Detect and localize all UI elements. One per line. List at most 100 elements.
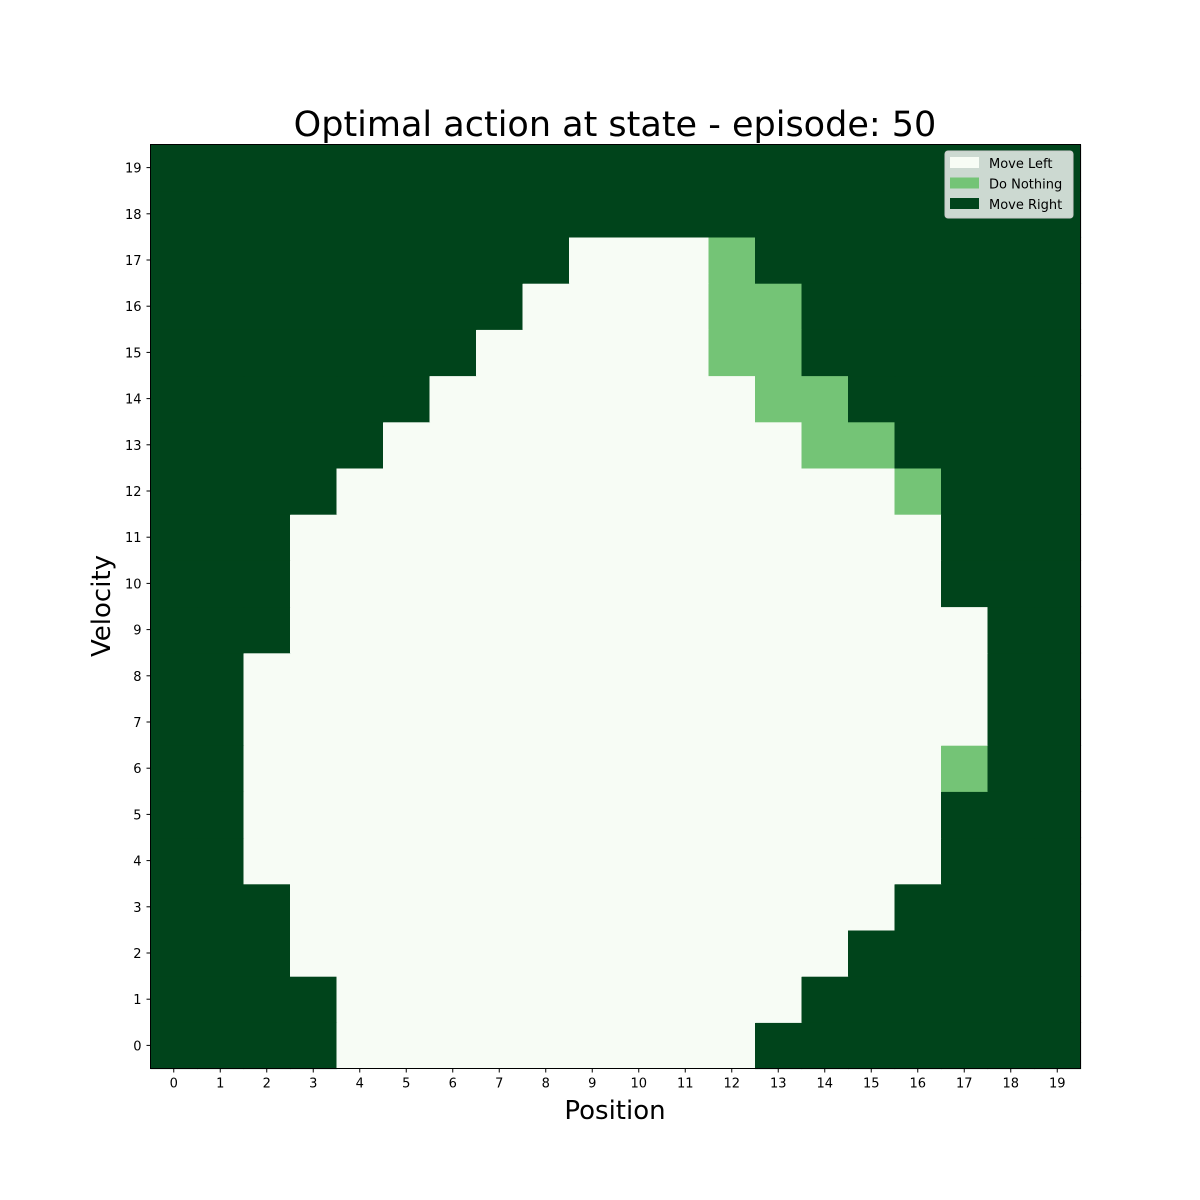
heatmap-cell bbox=[1034, 329, 1082, 377]
heatmap-cell bbox=[197, 837, 245, 885]
heatmap-cell bbox=[569, 976, 617, 1023]
heatmap-cell bbox=[243, 283, 291, 330]
heatmap-cell bbox=[615, 745, 663, 792]
heatmap-cell bbox=[569, 514, 617, 561]
heatmap-cell bbox=[894, 467, 942, 515]
heatmap-cell bbox=[801, 791, 849, 839]
y-tick-label: 16 bbox=[125, 300, 142, 315]
heatmap-cell bbox=[197, 883, 245, 931]
plot-frame bbox=[150, 144, 1081, 1069]
heatmap-cell bbox=[476, 329, 524, 377]
heatmap-cell bbox=[150, 883, 198, 931]
heatmap-cell bbox=[662, 560, 710, 608]
heatmap-cell bbox=[941, 698, 989, 746]
heatmap-cell bbox=[522, 698, 570, 746]
heatmap-cell bbox=[197, 745, 245, 792]
heatmap-cell bbox=[476, 283, 524, 330]
heatmap-cell bbox=[243, 606, 291, 654]
heatmap-cell bbox=[894, 652, 942, 700]
heatmap-cell bbox=[522, 329, 570, 377]
heatmap-cell bbox=[662, 652, 710, 700]
heatmap-cell bbox=[708, 698, 756, 746]
heatmap-cell bbox=[476, 837, 524, 885]
heatmap-cell bbox=[429, 1022, 477, 1070]
heatmap-cell bbox=[383, 976, 431, 1023]
x-tick-label: 9 bbox=[588, 1077, 596, 1092]
heatmap-cell bbox=[801, 144, 849, 192]
legend-label: Move Right bbox=[989, 198, 1062, 213]
x-tick-label: 13 bbox=[770, 1077, 787, 1092]
heatmap-cell bbox=[987, 652, 1035, 700]
heatmap-cell bbox=[662, 190, 710, 238]
heatmap-cell bbox=[848, 283, 896, 330]
heatmap-cell bbox=[708, 976, 756, 1023]
heatmap-cell bbox=[476, 929, 524, 977]
heatmap-cell bbox=[1034, 467, 1082, 515]
heatmap-cell bbox=[848, 745, 896, 792]
x-tick-label: 10 bbox=[630, 1077, 647, 1092]
heatmap-cell bbox=[429, 883, 477, 931]
heatmap-cell bbox=[708, 837, 756, 885]
heatmap-cell bbox=[755, 190, 803, 238]
heatmap-cell bbox=[243, 329, 291, 377]
heatmap-cell bbox=[383, 929, 431, 977]
heatmap-cell bbox=[429, 929, 477, 977]
heatmap-cell bbox=[987, 791, 1035, 839]
heatmap-cell bbox=[801, 236, 849, 284]
heatmap-cell bbox=[336, 606, 384, 654]
heatmap-cell bbox=[383, 745, 431, 792]
heatmap-cell bbox=[755, 791, 803, 839]
heatmap-cell bbox=[243, 976, 291, 1023]
heatmap-cell bbox=[755, 144, 803, 192]
heatmap-cell bbox=[941, 283, 989, 330]
heatmap-cell bbox=[708, 236, 756, 284]
x-tick-label: 8 bbox=[542, 1077, 550, 1092]
heatmap-cell bbox=[801, 745, 849, 792]
heatmap-cell bbox=[894, 375, 942, 423]
heatmap-cell bbox=[197, 791, 245, 839]
heatmap-cell bbox=[1034, 698, 1082, 746]
heatmap-cell bbox=[755, 467, 803, 515]
heatmap-cell bbox=[801, 698, 849, 746]
heatmap-cell bbox=[708, 1022, 756, 1070]
heatmap-cell bbox=[476, 976, 524, 1023]
y-tick-label: 2 bbox=[133, 947, 141, 962]
heatmap-cell bbox=[429, 791, 477, 839]
heatmap-cell bbox=[987, 467, 1035, 515]
heatmap-cell bbox=[383, 606, 431, 654]
x-tick-label: 2 bbox=[263, 1077, 271, 1092]
heatmap-cell bbox=[1034, 236, 1082, 284]
heatmap-cell bbox=[662, 467, 710, 515]
heatmap-cell bbox=[708, 745, 756, 792]
heatmap-cell bbox=[569, 421, 617, 469]
heatmap-cell bbox=[615, 514, 663, 561]
heatmap-cell bbox=[848, 144, 896, 192]
heatmap-cell bbox=[662, 1022, 710, 1070]
heatmap-cell bbox=[987, 1022, 1035, 1070]
heatmap-cell bbox=[801, 190, 849, 238]
heatmap-cell bbox=[941, 329, 989, 377]
heatmap-cell bbox=[476, 514, 524, 561]
heatmap-cell bbox=[243, 837, 291, 885]
heatmap-cell bbox=[662, 929, 710, 977]
heatmap-cell bbox=[894, 976, 942, 1023]
heatmap-cell bbox=[383, 698, 431, 746]
heatmap-cell bbox=[197, 375, 245, 423]
heatmap-cell bbox=[243, 652, 291, 700]
heatmap-cell bbox=[569, 745, 617, 792]
heatmap-cell bbox=[197, 560, 245, 608]
heatmap-cell bbox=[243, 791, 291, 839]
heatmap-cell bbox=[941, 883, 989, 931]
heatmap-cell bbox=[662, 883, 710, 931]
legend-swatch bbox=[950, 177, 979, 189]
heatmap-cell bbox=[755, 560, 803, 608]
heatmap-cell bbox=[243, 883, 291, 931]
heatmap-cell bbox=[290, 514, 338, 561]
heatmap-cell bbox=[522, 236, 570, 284]
heatmap-cell bbox=[615, 883, 663, 931]
heatmap-cell bbox=[290, 421, 338, 469]
heatmap-cell bbox=[1034, 837, 1082, 885]
heatmap-cell bbox=[336, 698, 384, 746]
heatmap-cell bbox=[150, 929, 198, 977]
heatmap-cell bbox=[987, 745, 1035, 792]
